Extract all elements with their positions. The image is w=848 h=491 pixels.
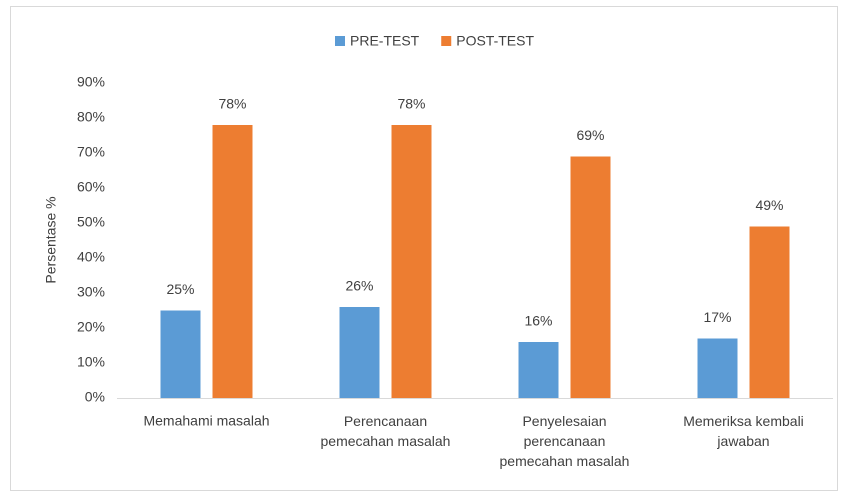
bar [339, 307, 380, 398]
x-tick-label: Memeriksa kembali jawaban [683, 413, 804, 449]
y-tick-label: 60% [77, 179, 105, 195]
y-tick-label: 30% [77, 284, 105, 300]
bar [391, 125, 432, 398]
y-tick-label: 0% [85, 389, 105, 405]
bar [212, 125, 253, 398]
y-tick-label: 10% [77, 354, 105, 370]
legend-label: PRE-TEST [350, 33, 420, 49]
y-tick-label: 90% [77, 74, 105, 90]
data-label: 49% [755, 197, 783, 213]
bar [160, 310, 201, 398]
y-tick-label: 50% [77, 214, 105, 230]
data-label: 16% [524, 313, 552, 329]
data-label: 25% [166, 281, 194, 297]
data-label: 69% [576, 127, 604, 143]
data-label: 26% [345, 278, 373, 294]
bar [749, 226, 790, 398]
data-label: 78% [397, 96, 425, 112]
x-tick-label: Penyelesaian perencanaan pemecahan masalah [500, 413, 630, 469]
data-label: 17% [703, 309, 731, 325]
bar [570, 156, 611, 398]
y-tick-label: 80% [77, 109, 105, 125]
x-tick-label: Memahami masalah [143, 413, 269, 429]
bar [518, 342, 559, 398]
y-tick-label: 40% [77, 249, 105, 265]
x-tick-label: Perencanaan pemecahan masalah [321, 413, 451, 449]
y-tick-label: 20% [77, 319, 105, 335]
legend-label: POST-TEST [456, 33, 534, 49]
legend-swatch [441, 36, 452, 46]
bar [697, 338, 738, 398]
y-tick-label: 70% [77, 144, 105, 160]
y-axis-title: Persentase % [43, 196, 59, 283]
data-label: 78% [218, 96, 246, 112]
legend-swatch [335, 36, 345, 46]
